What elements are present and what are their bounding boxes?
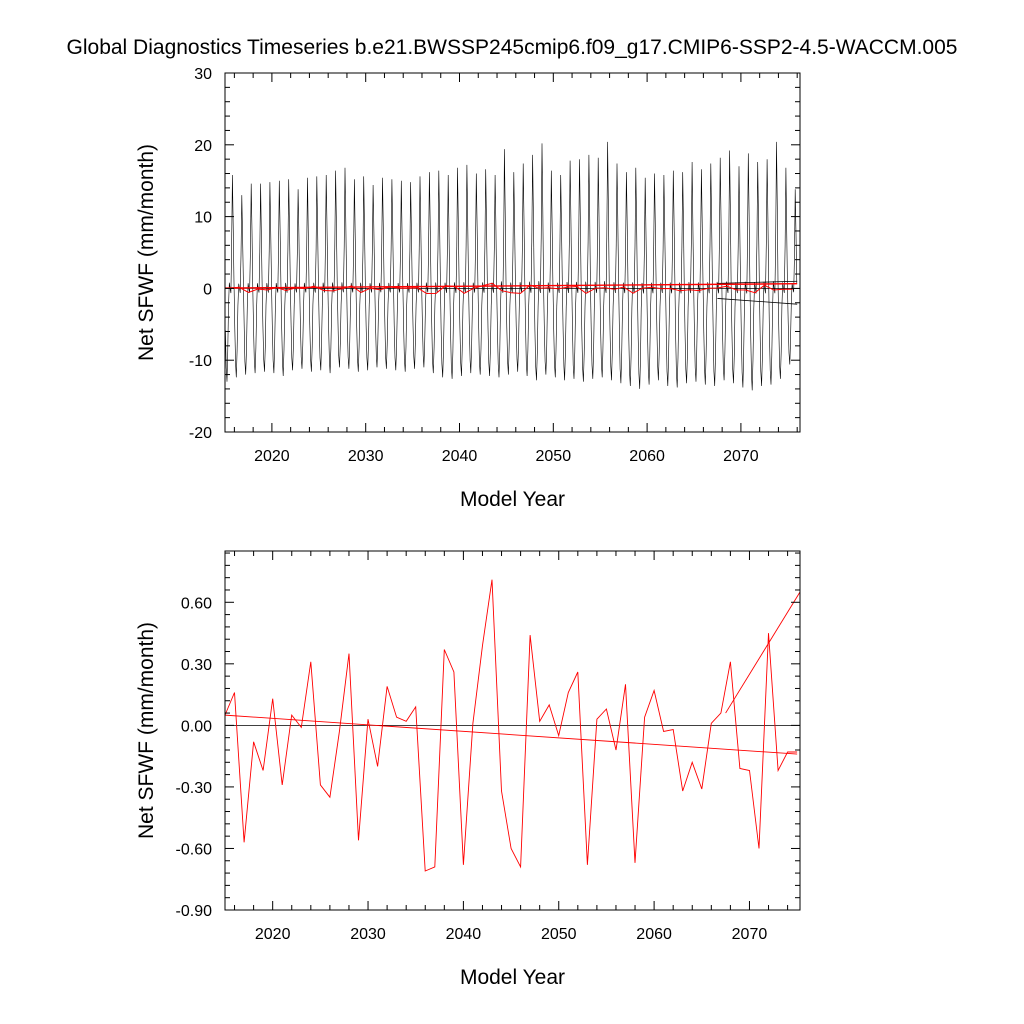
- bottom-y-tick-label: -0.30: [176, 780, 213, 797]
- bottom-x-tick-label: 2070: [732, 926, 768, 943]
- trend-line: [225, 714, 798, 755]
- bottom-panel: 2020 2030 2040 2050 2060 2070 -0.90 -0.60 -0.30 0…: [135, 550, 801, 989]
- bottom-y-tick-label: -0.60: [176, 841, 213, 858]
- bottom-x-tick-label: 2040: [446, 926, 482, 943]
- bottom-plot-frame: [224, 550, 801, 911]
- top-annotation-segment-0: [717, 298, 798, 305]
- chart-title: Global Diagnostics Timeseries b.e21.BWSS…: [66, 36, 958, 59]
- top-x-tick-label: 2030: [348, 448, 384, 465]
- monthly-series-line: [225, 141, 798, 391]
- top-plot-marks: [225, 141, 800, 391]
- top-y-tick-label: -20: [189, 425, 212, 442]
- bottom-y-axis-label: Net SFWF (mm/month): [135, 622, 158, 839]
- top-y-tick-label: 30: [194, 66, 212, 83]
- top-x-tick-label: 2070: [723, 448, 759, 465]
- top-x-tick-label: 2040: [442, 448, 478, 465]
- top-x-tick-label: 2050: [536, 448, 572, 465]
- bottom-x-tick-label: 2050: [541, 926, 577, 943]
- annual-series-line: [225, 579, 798, 872]
- bottom-annotation-segment-1: [725, 591, 800, 714]
- bottom-y-tick-label: -0.90: [176, 903, 213, 920]
- top-x-tick-label: 2020: [254, 448, 290, 465]
- bottom-plot-marks: [225, 579, 800, 872]
- top-annotation-segment-2: [225, 283, 798, 289]
- bottom-y-tick-label: 0.00: [181, 718, 212, 735]
- top-plot-frame: [224, 72, 801, 433]
- top-y-axis-label: Net SFWF (mm/month): [135, 144, 158, 361]
- top-y-tick-label: 10: [194, 210, 212, 227]
- bottom-x-axis-label: Model Year: [460, 966, 565, 989]
- bottom-x-tick-label: 2030: [350, 926, 386, 943]
- top-y-tick-label: 20: [194, 138, 212, 155]
- bottom-y-tick-label: 0.60: [181, 595, 212, 612]
- top-y-tick-label: -10: [189, 353, 212, 370]
- top-x-axis-label: Model Year: [460, 488, 565, 511]
- top-x-tick-label: 2060: [629, 448, 665, 465]
- annual-mean-line: [229, 282, 793, 295]
- bottom-x-tick-label: 2060: [636, 926, 672, 943]
- bottom-y-tick-label: 0.30: [181, 657, 212, 674]
- top-annotation-segment-1: [717, 280, 798, 284]
- bottom-x-tick-label: 2020: [255, 926, 291, 943]
- bottom-plot-axes: 2020 2030 2040 2050 2060 2070 -0.90 -0.60 -0.30 0…: [176, 551, 800, 943]
- top-y-tick-label: 0: [203, 281, 212, 298]
